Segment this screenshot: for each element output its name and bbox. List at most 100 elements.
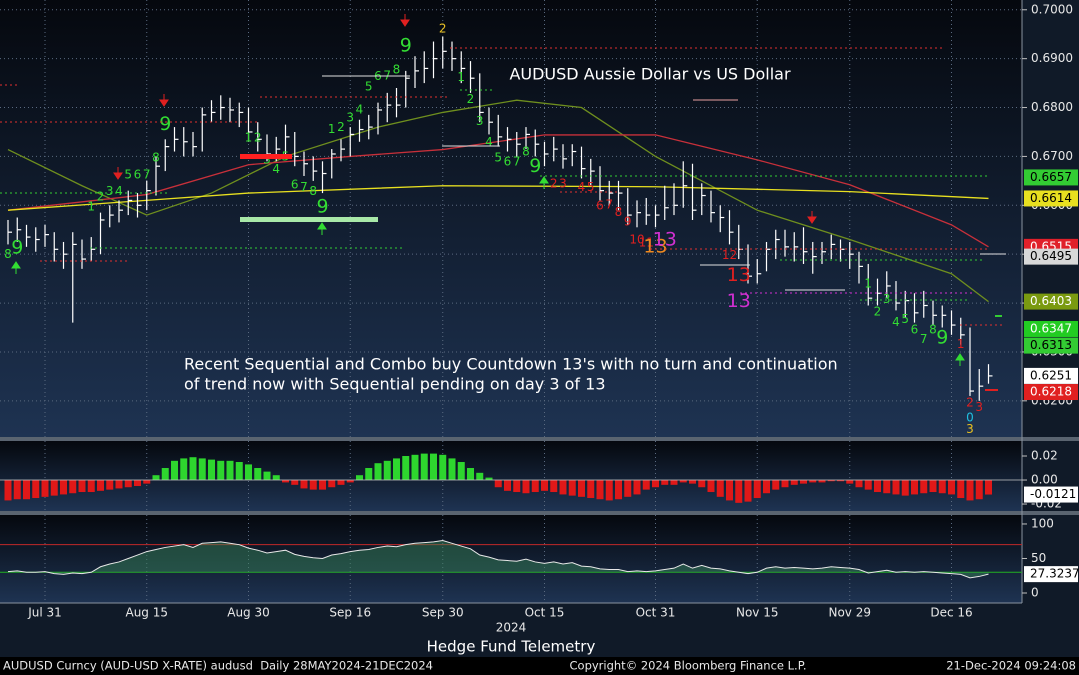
td-count: 8 (522, 145, 530, 159)
td-count: 7 (920, 332, 928, 346)
x-tick-label: Aug 15 (125, 606, 168, 620)
histogram-bar (374, 463, 382, 481)
macd-panel (0, 441, 1022, 511)
td-count-major: 9 (936, 326, 948, 348)
histogram-bar (550, 480, 558, 493)
td-count: 8 (615, 205, 623, 219)
histogram-bar (78, 480, 86, 493)
td-count: 3 (106, 184, 114, 198)
histogram-bar (161, 468, 169, 481)
td-count: 4 (272, 162, 280, 176)
td-count: 6 (596, 198, 604, 212)
td-count: 3 (975, 400, 983, 414)
td-count: 4 (115, 184, 123, 198)
price-label: 0.6347 (1030, 321, 1072, 335)
histogram-bar (420, 453, 428, 481)
histogram-bar (106, 480, 114, 490)
oversold-fill (8, 540, 989, 578)
year-label: 2024 (496, 621, 527, 635)
price-label-box (1024, 337, 1078, 354)
x-tick-label: Sep 30 (422, 606, 464, 620)
td-count: 2 (467, 92, 475, 106)
histogram-bar (356, 475, 363, 481)
histogram-bar (134, 480, 141, 487)
td-count: 0 (966, 410, 974, 424)
histogram-bar (365, 468, 373, 481)
histogram-bar (735, 480, 743, 503)
price-label: 0.6218 (1030, 385, 1072, 399)
td-count-major: 9 (159, 113, 171, 135)
histogram-bar (911, 480, 918, 495)
histogram-bar (282, 480, 289, 483)
td-count: 1 (864, 277, 872, 291)
td-levels (0, 47, 1005, 326)
td-count: 5 (365, 80, 373, 94)
td-count-major: 13 (653, 229, 677, 251)
price-label: 0.6313 (1030, 338, 1072, 352)
y-tick-label: 0.6900 (1031, 51, 1073, 65)
histogram-bar (60, 480, 67, 495)
y-tick-label: 50 (1031, 551, 1046, 565)
histogram-bar (217, 460, 225, 481)
histogram-bar (485, 477, 493, 481)
histogram-bar (809, 480, 817, 483)
histogram-bar (652, 480, 659, 488)
x-tick-label: Aug 30 (227, 606, 270, 620)
moving-average (7, 134, 989, 248)
td-count: 7 (383, 68, 391, 82)
histogram-bar (892, 480, 900, 495)
price-label: 0.6614 (1030, 191, 1072, 205)
copyright: Copyright© 2024 Bloomberg Finance L.P. (570, 659, 807, 673)
plot-layer: 8912345678912345678912345678921234567892… (0, 0, 1022, 603)
histogram-bar (864, 480, 872, 490)
histogram-bar (494, 480, 502, 488)
td-count: 4 (485, 135, 493, 149)
histogram-bar (13, 480, 21, 500)
histogram-bar (476, 472, 484, 481)
td-count: 3 (346, 110, 354, 124)
histogram-bar (171, 460, 178, 481)
histogram-bar (393, 458, 400, 481)
histogram-bar (633, 480, 641, 495)
histogram-bar (670, 480, 678, 485)
histogram-bar (716, 480, 724, 497)
histogram-bar (744, 480, 752, 502)
td-count: 8 (929, 322, 937, 336)
histogram-bar (291, 480, 299, 485)
td-count: 2 (550, 176, 558, 190)
histogram-bar (198, 458, 206, 481)
histogram-bar (143, 480, 151, 484)
td-count: 5 (587, 180, 595, 194)
histogram-bar (504, 480, 511, 491)
histogram-bar (87, 480, 95, 493)
td-count: 4 (578, 180, 586, 194)
histogram-bar (948, 480, 955, 495)
histogram-bar (50, 480, 58, 496)
histogram-bar (522, 480, 530, 494)
histogram-bar (346, 480, 354, 483)
td-count: 1 (245, 130, 253, 144)
td-count: 2 (439, 21, 447, 35)
td-count: 8 (309, 184, 317, 198)
histogram-bar (189, 457, 197, 481)
td-count: 2 (337, 120, 345, 134)
histogram-bar (337, 480, 345, 485)
footer-bar (0, 657, 1079, 675)
histogram-bar (855, 480, 863, 488)
y-tick-label: 0.6700 (1031, 149, 1073, 163)
x-tick-label: Nov 29 (828, 606, 871, 620)
histogram-bar (115, 480, 123, 489)
price-label: -0.0121 (1030, 487, 1076, 501)
price-label-box (1024, 169, 1078, 186)
y-tick-label: 0 (1031, 585, 1039, 599)
histogram-bar (679, 480, 687, 483)
histogram-bar (901, 480, 909, 496)
histogram-bar (874, 480, 881, 493)
panel-divider (0, 511, 1079, 515)
histogram-bar (726, 480, 733, 501)
x-tick-label: Sep 16 (329, 606, 371, 620)
histogram-bar (698, 480, 706, 488)
histogram-bar (272, 475, 280, 481)
histogram-bar (661, 480, 669, 485)
td-count: 5 (124, 167, 132, 181)
